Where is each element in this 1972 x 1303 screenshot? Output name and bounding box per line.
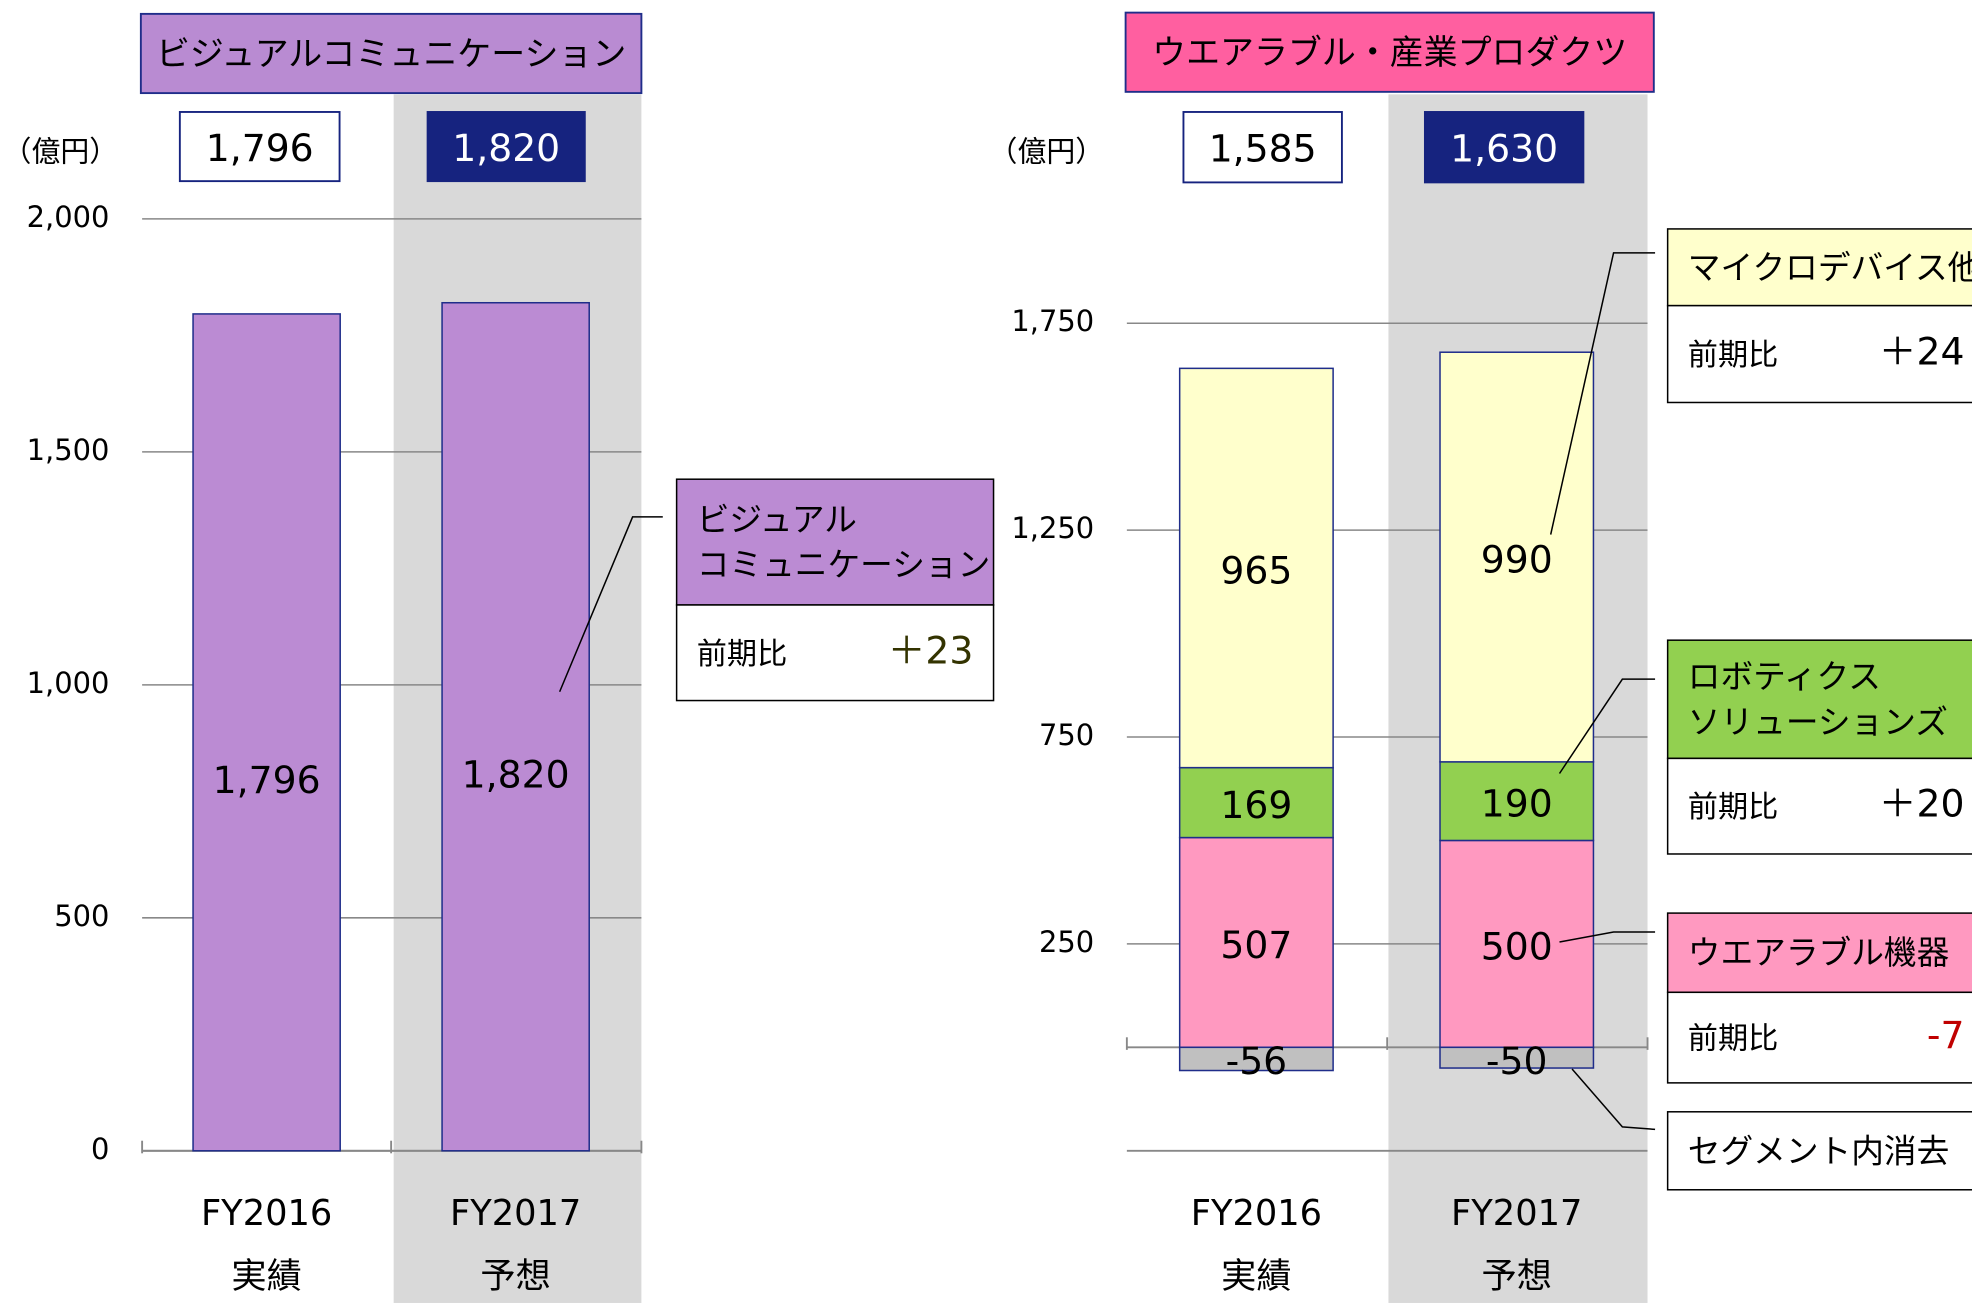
data-label: 507 [1220,923,1292,967]
y-tick-label: 1,500 [27,433,110,467]
x-tick-label: FY2017 [1451,1193,1582,1234]
callout-header [1666,228,1972,307]
callout-title: ソリューションズ [1688,703,1948,741]
x-tick-sublabel: 実績 [231,1256,301,1297]
bar [192,313,341,1152]
change-value: ＋24 [1879,330,1965,374]
bar-segment [1178,1046,1334,1072]
callout-header [1666,639,1972,760]
callout-header [1666,912,1972,994]
title-box [139,12,643,95]
callout-title: マイクロデバイス他 [1688,249,1972,287]
data-label: 990 [1481,538,1553,582]
total-label: 1,820 [452,126,560,170]
y-tick-label: 750 [1039,718,1094,752]
x-tick-sublabel: 予想 [480,1256,550,1297]
change-value: ＋20 [1879,782,1965,826]
change-label: 前期比 [1688,1022,1779,1057]
change-label: 前期比 [697,637,788,672]
data-label: -56 [1226,1039,1288,1083]
x-tick-label: FY2017 [450,1193,581,1234]
total-box [178,111,341,183]
x-tick-label: FY2016 [201,1193,332,1234]
callout-body [1666,991,1972,1084]
callout-body [1666,757,1972,855]
total-label: 1,796 [206,126,314,170]
chart-title: ビジュアルコミュニケーション [156,35,626,75]
y-tick-label: 500 [54,899,109,933]
callout-title: ウエアラブル機器 [1688,934,1950,972]
data-label: 1,796 [213,758,321,802]
total-label: 1,630 [1450,126,1558,170]
data-label: 169 [1220,783,1292,827]
unit-label: （億円） [989,134,1105,168]
data-label: 190 [1481,782,1553,826]
callout-leader [1549,252,1656,535]
data-label: -50 [1486,1039,1548,1083]
total-box [1182,111,1343,184]
bar-segment [1439,761,1595,842]
bar-segment [1439,839,1595,1049]
bar-segment [1178,367,1334,769]
callout-leader [1571,1068,1656,1131]
callout-leader [558,516,663,693]
bar-segment [1439,351,1595,763]
y-tick-label: 1,250 [1011,511,1094,545]
change-value: -7 [1927,1013,1965,1057]
x-tick-sublabel: 実績 [1221,1256,1291,1297]
callout-body [675,604,995,702]
data-label: 1,820 [462,753,570,797]
callout-leader [1558,678,1656,774]
y-tick-label: 1,000 [27,666,110,700]
data-label: 500 [1481,924,1553,968]
callout-title: ロボティクス [1688,658,1881,696]
change-value: ＋23 [888,628,974,672]
title-box [1124,11,1655,93]
chart-title: ウエアラブル・産業プロダクツ [1152,33,1627,73]
total-box [1423,111,1585,184]
callout-leader [1559,931,1656,943]
bar-segment [1439,1046,1595,1069]
unit-label: （億円） [3,134,119,168]
bar [441,301,590,1152]
change-label: 前期比 [1688,338,1779,373]
callout-header [1666,1111,1972,1191]
callout-title: ビジュアル [697,501,857,539]
change-label: 前期比 [1688,790,1779,825]
x-tick-sublabel: 予想 [1482,1256,1552,1297]
y-tick-label: 250 [1039,925,1094,959]
callout-title: コミュニケーション [697,546,991,584]
y-tick-label: 2,000 [27,200,110,234]
total-label: 1,585 [1209,126,1317,170]
bar-segment [1178,766,1334,839]
callout-header [675,478,995,606]
y-tick-label: 0 [91,1132,109,1166]
x-tick-label: FY2016 [1191,1193,1322,1234]
callout-title: セグメント内消去 [1688,1132,1950,1170]
callout-body [1666,304,1972,404]
total-box [426,111,586,183]
data-label: 965 [1220,549,1292,593]
y-tick-label: 1,750 [1011,304,1094,338]
